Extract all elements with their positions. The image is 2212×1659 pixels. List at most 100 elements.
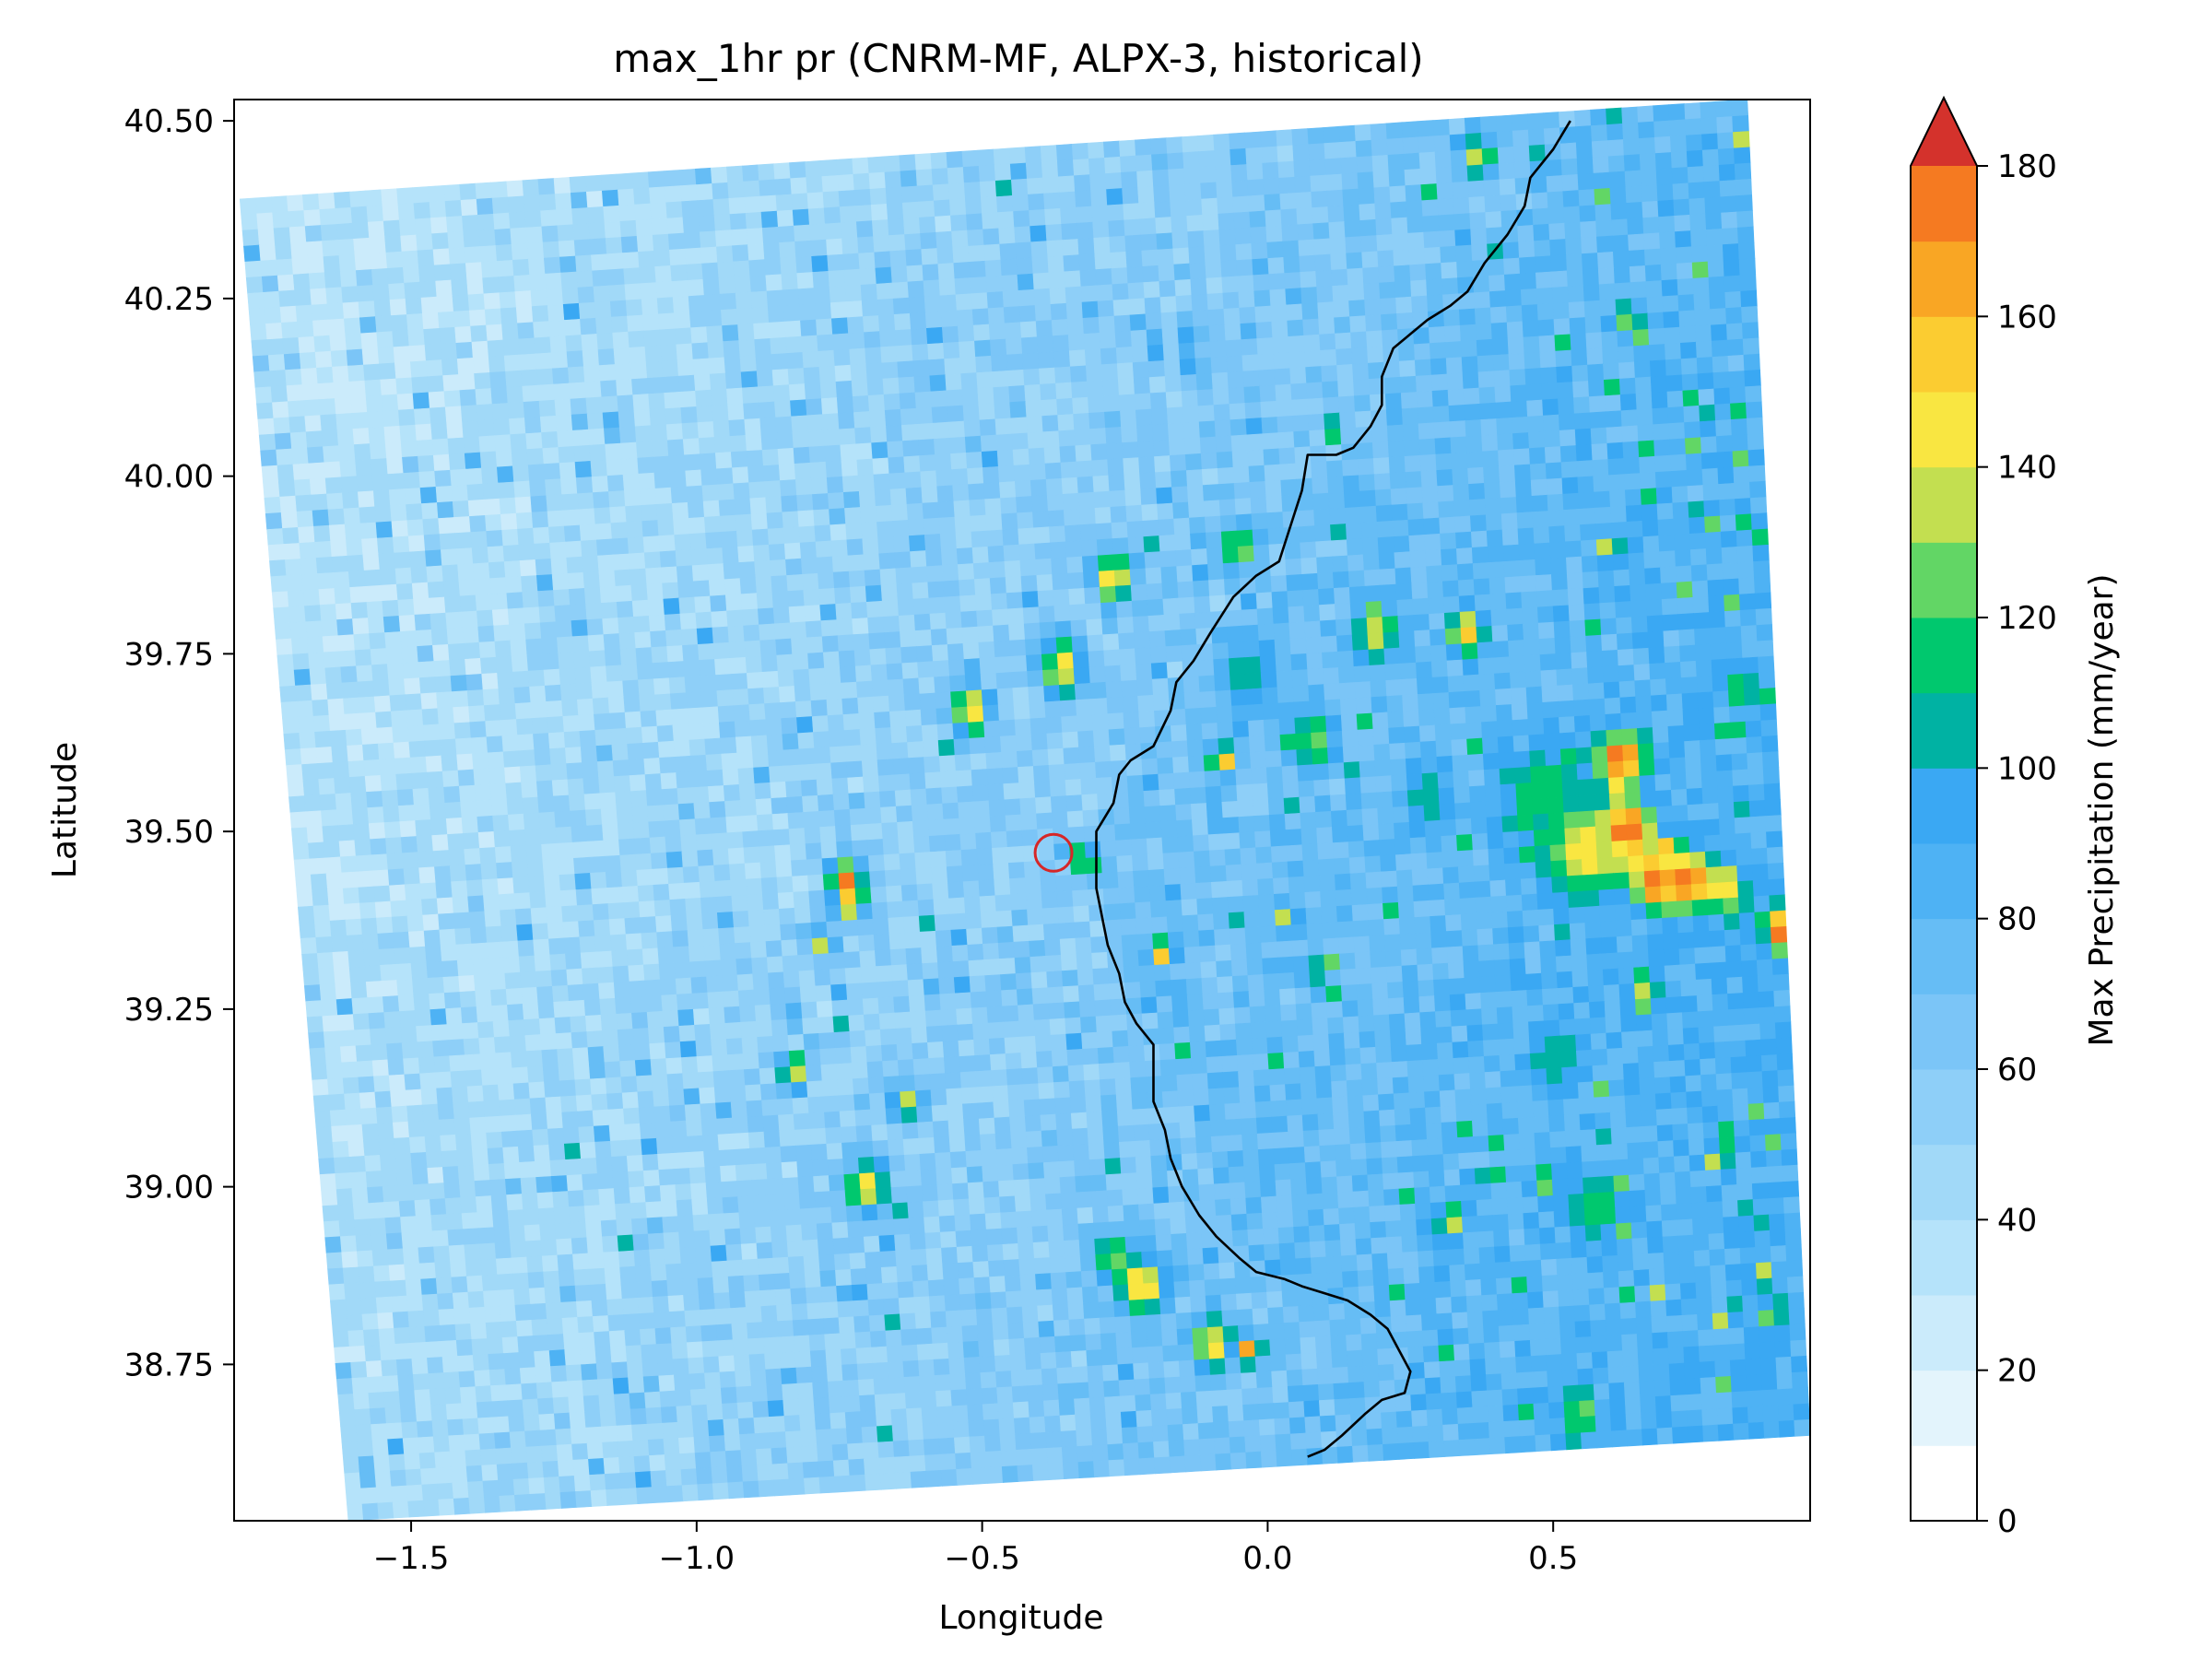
heatmap-cell — [322, 635, 340, 653]
heatmap-cell — [1186, 214, 1205, 232]
heatmap-cell — [1559, 716, 1576, 735]
heatmap-cell — [1703, 500, 1721, 518]
heatmap-cell — [1011, 671, 1029, 688]
heatmap-cell — [1355, 697, 1373, 715]
heatmap-cell — [1508, 640, 1525, 658]
heatmap-cell — [1328, 221, 1347, 240]
heatmap-cell — [1286, 303, 1303, 322]
heatmap-cell — [1733, 800, 1751, 818]
heatmap-cell — [1407, 805, 1426, 823]
heatmap-cell — [936, 723, 955, 741]
heatmap-cell — [519, 765, 537, 783]
heatmap-cell — [1729, 721, 1747, 739]
heatmap-cell — [326, 492, 345, 511]
heatmap-cell — [1121, 934, 1139, 952]
heatmap-cell — [425, 945, 442, 963]
heatmap-cell — [1065, 794, 1084, 813]
heatmap-cell — [1317, 301, 1335, 320]
heatmap-cell — [982, 465, 1000, 484]
heatmap-cell — [1485, 513, 1503, 532]
heatmap-cell — [623, 267, 641, 286]
heatmap-cell — [1145, 821, 1163, 840]
heatmap-cell — [413, 407, 431, 426]
heatmap-cell — [726, 609, 744, 628]
heatmap-cell — [631, 171, 650, 190]
heatmap-cell — [1658, 534, 1676, 553]
heatmap-cell — [1373, 743, 1391, 761]
heatmap-cell — [1210, 356, 1229, 374]
heatmap-cell — [690, 976, 709, 994]
heatmap-cell — [1720, 530, 1738, 548]
heatmap-cell — [1339, 698, 1358, 716]
heatmap-cell — [1380, 583, 1398, 602]
heatmap-cell — [299, 351, 317, 370]
heatmap-cell — [455, 943, 474, 961]
heatmap-cell — [1163, 613, 1182, 631]
heatmap-cell — [1219, 514, 1238, 533]
heatmap-cell — [1700, 771, 1718, 789]
heatmap-cell — [1114, 330, 1133, 348]
heatmap-cell — [1338, 395, 1356, 414]
heatmap-cell — [465, 467, 484, 486]
heatmap-cell — [903, 455, 922, 474]
heatmap-cell — [1226, 879, 1244, 898]
heatmap-cell — [1697, 691, 1714, 710]
heatmap-cell — [568, 794, 586, 812]
heatmap-cell — [819, 604, 838, 621]
heatmap-cell — [720, 959, 738, 977]
heatmap-cell — [367, 617, 385, 634]
heatmap-cell — [522, 179, 540, 197]
heatmap-cell — [282, 526, 300, 545]
heatmap-cell — [592, 269, 610, 288]
heatmap-cell — [449, 865, 467, 883]
heatmap-cell — [1660, 263, 1678, 281]
heatmap-cell — [1306, 652, 1324, 670]
heatmap-cell — [451, 484, 469, 502]
heatmap-cell — [1003, 306, 1021, 324]
heatmap-cell — [1159, 550, 1177, 569]
heatmap-cell — [504, 971, 523, 990]
heatmap-cell — [1712, 690, 1730, 709]
heatmap-cell — [1178, 596, 1195, 615]
heatmap-cell — [679, 390, 698, 408]
heatmap-cell — [1235, 768, 1253, 786]
heatmap-cell — [786, 795, 804, 814]
heatmap-cell — [1632, 647, 1651, 665]
heatmap-cell — [1214, 674, 1231, 692]
heatmap-cell — [327, 888, 345, 906]
heatmap-cell — [1077, 491, 1096, 510]
heatmap-cell — [1302, 589, 1320, 607]
heatmap-cell — [556, 841, 574, 860]
heatmap-cell — [793, 224, 811, 242]
heatmap-cell — [1248, 465, 1266, 483]
heatmap-cell — [1704, 834, 1722, 853]
heatmap-cell — [606, 458, 624, 477]
heatmap-cell — [295, 684, 313, 702]
heatmap-cell — [1277, 686, 1295, 704]
heatmap-cell — [582, 982, 601, 1001]
heatmap-cell — [1230, 147, 1247, 166]
heatmap-cell — [549, 541, 568, 559]
heatmap-cell — [1118, 632, 1135, 651]
heatmap-cell — [575, 888, 594, 906]
heatmap-cell — [948, 436, 967, 454]
heatmap-cell — [560, 271, 579, 289]
heatmap-cell — [1569, 619, 1586, 638]
heatmap-cell — [789, 843, 807, 862]
heatmap-cell — [1135, 408, 1153, 427]
heatmap-cell — [327, 508, 346, 526]
heatmap-cell — [854, 427, 872, 445]
heatmap-cell — [1464, 403, 1482, 421]
heatmap-cell — [595, 950, 614, 969]
heatmap-cell — [244, 260, 263, 278]
heatmap-cell — [436, 897, 454, 915]
heatmap-cell — [314, 920, 332, 938]
heatmap-cell — [1488, 848, 1505, 866]
heatmap-cell — [517, 527, 535, 546]
heatmap-cell — [455, 341, 474, 359]
heatmap-cell — [1324, 699, 1342, 717]
heatmap-cell — [1680, 358, 1699, 376]
heatmap-cell — [688, 723, 706, 741]
heatmap-cell — [741, 815, 759, 833]
heatmap-cell — [1397, 615, 1415, 633]
